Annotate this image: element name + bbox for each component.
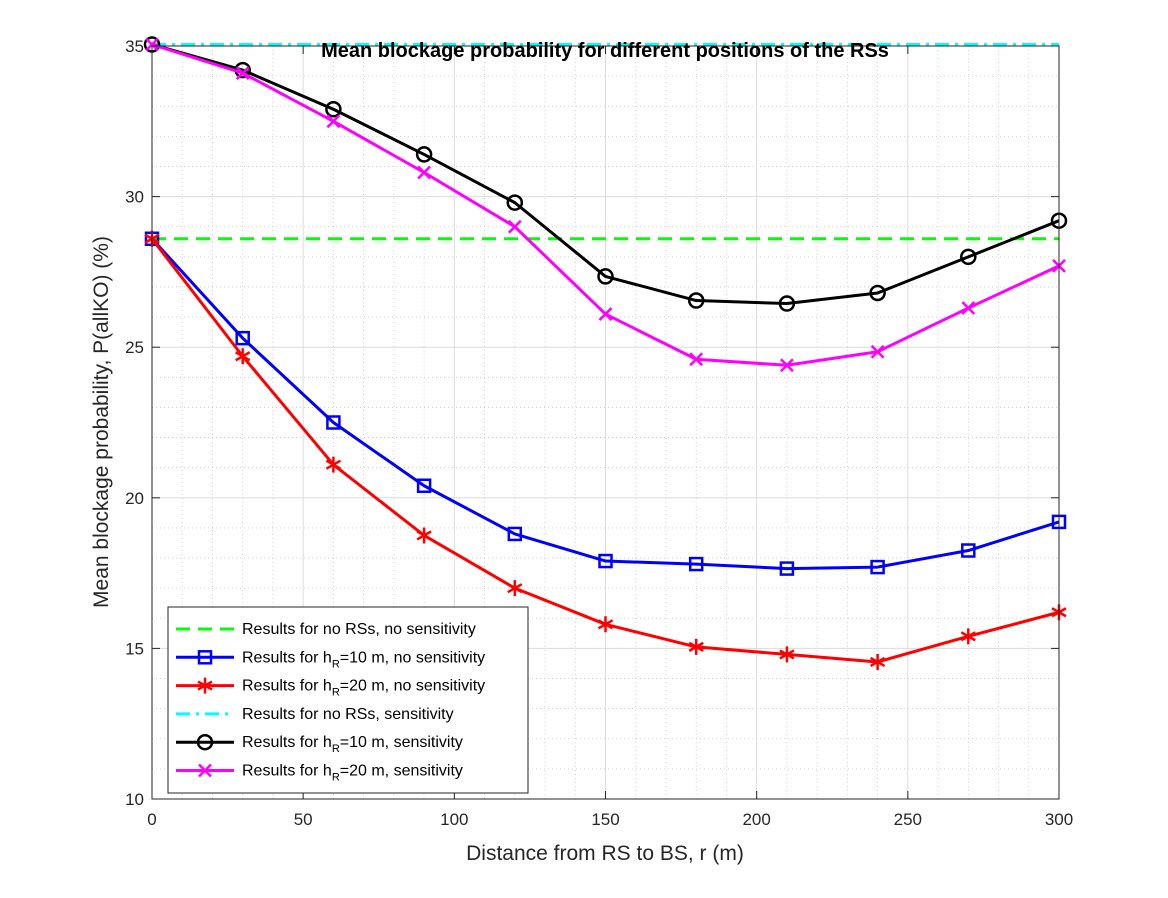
series-1 [144, 231, 1067, 576]
legend-entry-3: Results for no RSs, sensitivity [176, 706, 454, 723]
marker-x [961, 301, 976, 315]
marker-asterisk [197, 677, 213, 694]
x-tick-label: 50 [294, 810, 313, 829]
x-tick-label: 0 [147, 810, 156, 829]
marker-asterisk [869, 653, 886, 670]
legend-entry-1: Results for hR=10 m, no sensitivity [176, 649, 485, 670]
marker-asterisk [507, 580, 523, 597]
marker-x [235, 66, 250, 80]
legend-label-main: Results for no RSs, sensitivity [242, 706, 454, 723]
marker-square [870, 559, 885, 575]
legend-label: Results for no RSs, sensitivity [242, 706, 454, 723]
ticks-layer: 0 50 100 150 200 250 300 10 15 20 25 30 35 [125, 37, 1073, 829]
legend-entry-4: Results for hR=10 m, sensitivity [176, 733, 463, 755]
legend-label-main: Results for h [242, 649, 332, 666]
marker-asterisk [325, 456, 342, 473]
marker-circle [960, 248, 977, 266]
x-axis-label: Distance from RS to BS, r (m) [466, 842, 744, 865]
marker-asterisk [960, 628, 976, 645]
marker-circle [415, 146, 433, 163]
marker-x [326, 114, 341, 129]
marker-asterisk [597, 616, 614, 633]
marker-asterisk [779, 646, 795, 663]
y-tick-label: 15 [125, 639, 144, 658]
marker-square [961, 543, 976, 558]
legend-label-main: Results for h [242, 734, 332, 751]
marker-x [598, 307, 613, 321]
marker-circle [506, 194, 524, 211]
legend-label: Results for hR=10 m, no sensitivity [242, 649, 485, 670]
marker-square [197, 650, 213, 665]
marker-x [780, 358, 794, 373]
x-tick-label: 250 [894, 810, 922, 829]
marker-square [507, 526, 523, 542]
marker-square [235, 330, 250, 346]
legend-label-rest: =10 m, no sensitivity [340, 649, 485, 666]
legend-label-sub: R [332, 687, 340, 699]
marker-x [145, 37, 159, 52]
legend-label: Results for no RSs, no sensitivity [242, 621, 476, 638]
marker-x [417, 165, 431, 180]
legend-entry-2: Results for hR=20 m, no sensitivity [176, 678, 485, 699]
legend-label: Results for hR=10 m, sensitivity [242, 734, 463, 755]
y-tick-label: 20 [125, 489, 144, 508]
legend-label-sub: R [332, 658, 340, 670]
legend-label-rest: =20 m, sensitivity [340, 763, 463, 780]
y-tick-label: 25 [125, 338, 144, 357]
series-layer [143, 36, 1068, 670]
series-line [150, 237, 1060, 571]
legend-label-main: Results for h [242, 763, 332, 780]
marker-circle [687, 292, 705, 309]
legend-entry-0: Results for no RSs, no sensitivity [176, 621, 476, 638]
marker-circle [778, 295, 796, 312]
marker-asterisk [688, 638, 704, 655]
legend-label: Results for hR=20 m, no sensitivity [242, 678, 485, 699]
y-tick-label: 35 [125, 37, 144, 56]
marker-x [689, 352, 704, 367]
legend: Results for no RSs, no sensitivity Result… [167, 606, 529, 794]
legend-box [167, 606, 529, 794]
marker-circle [869, 284, 886, 302]
series-2 [144, 230, 1067, 670]
legend-entry-5: Results for hR=20 m, sensitivity [176, 763, 463, 784]
y-tick-label: 10 [125, 790, 144, 809]
x-tick-label: 100 [440, 810, 468, 829]
legend-label-sub: R [332, 772, 340, 784]
x-tick-label: 300 [1045, 810, 1073, 829]
marker-x [507, 219, 522, 234]
legend-label-rest: =10 m, sensitivity [340, 734, 463, 751]
chart-title: Mean blockage probability for different … [321, 40, 889, 62]
legend-label-main: Results for h [242, 678, 332, 695]
marker-circle [196, 733, 214, 751]
y-tick-label: 30 [125, 188, 144, 207]
marker-circle [325, 101, 342, 118]
legend-label-rest: =20 m, no sensitivity [340, 678, 485, 695]
marker-square [598, 553, 613, 569]
series-line [151, 43, 1060, 306]
marker-square [416, 478, 432, 494]
marker-square [326, 415, 341, 430]
marker-square [688, 556, 704, 572]
marker-x [198, 763, 212, 778]
marker-circle [597, 268, 614, 285]
x-tick-label: 200 [742, 810, 770, 829]
y-axis-label: Mean blockage probability, P(allKO) (%) [90, 236, 113, 608]
x-tick-label: 150 [591, 810, 619, 829]
legend-label: Results for hR=20 m, sensitivity [242, 763, 463, 784]
marker-x [870, 344, 885, 359]
legend-label-sub: R [332, 743, 340, 755]
marker-asterisk [235, 348, 251, 365]
series-5 [145, 37, 1066, 373]
series-4 [143, 36, 1068, 312]
marker-square [779, 561, 795, 576]
legend-label-main: Results for no RSs, no sensitivity [242, 621, 476, 638]
marker-asterisk [416, 527, 432, 544]
